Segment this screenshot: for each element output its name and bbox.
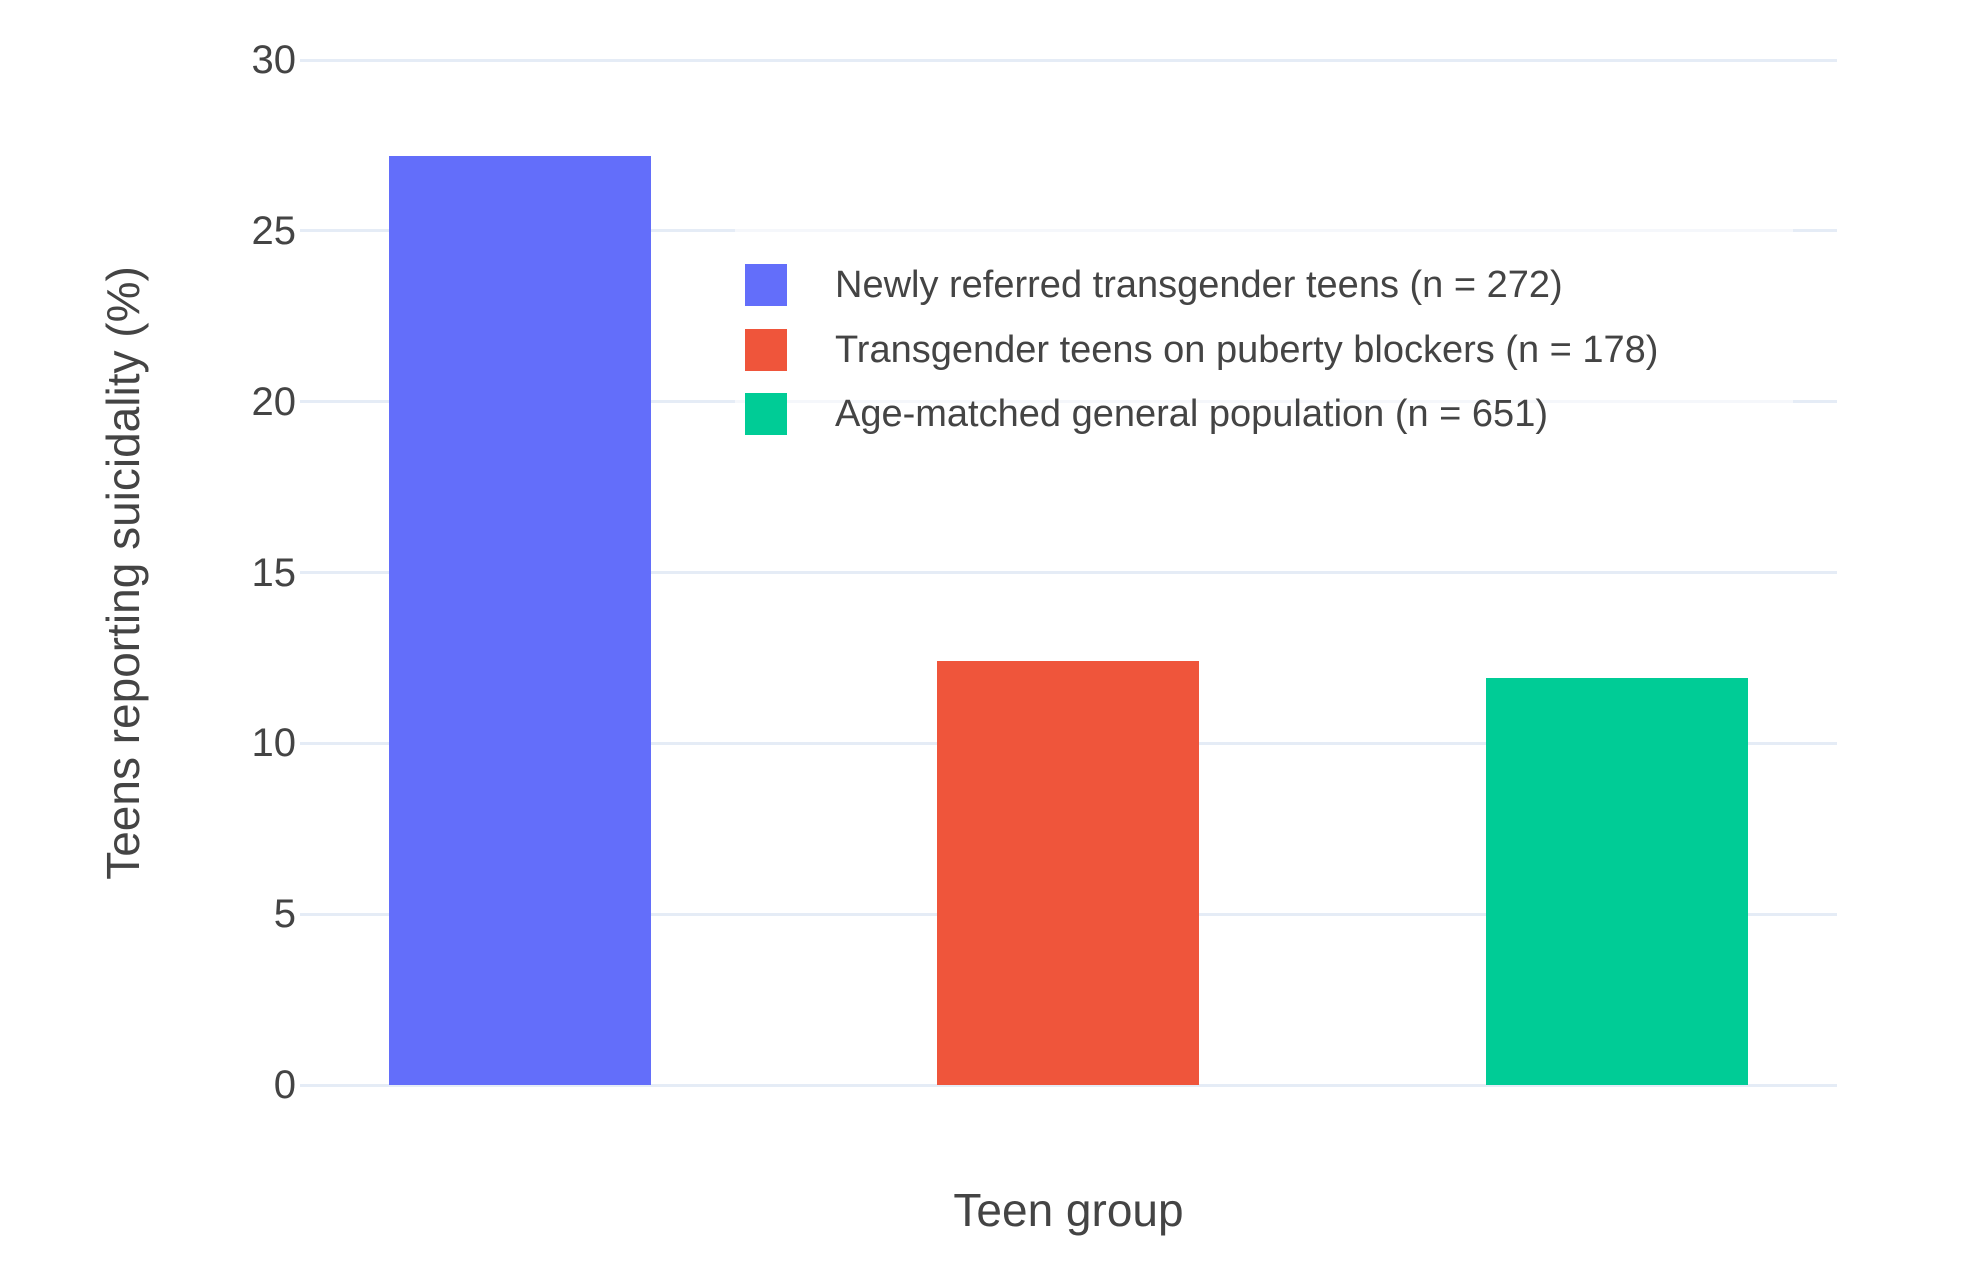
y-tick-label: 5 — [273, 892, 296, 937]
legend-label: Age-matched general population (n = 651) — [835, 393, 1548, 436]
x-axis-title: Teen group — [953, 1184, 1184, 1236]
legend-item[interactable]: Age-matched general population (n = 651) — [745, 382, 1773, 447]
y-tick-label: 10 — [251, 721, 297, 766]
y-tick-label: 15 — [251, 550, 297, 595]
legend-item[interactable]: Transgender teens on puberty blockers (n… — [745, 318, 1773, 383]
y-tick-label: 30 — [251, 38, 297, 82]
y-axis-title: Teens reporting suicidality (%) — [97, 265, 149, 880]
legend-label: Transgender teens on puberty blockers (n… — [835, 328, 1659, 371]
gridline — [300, 1083, 1837, 1087]
gridline — [300, 58, 1837, 62]
y-tick-label: 25 — [251, 208, 297, 253]
gridline — [300, 571, 1837, 574]
legend: Newly referred transgender teens (n = 27… — [735, 222, 1793, 459]
bar-0[interactable] — [388, 155, 651, 1085]
legend-swatch-icon — [745, 328, 787, 371]
bar-1[interactable] — [937, 661, 1199, 1085]
legend-swatch-icon — [745, 393, 787, 436]
bar-2[interactable] — [1485, 678, 1748, 1085]
legend-label: Newly referred transgender teens (n = 27… — [835, 264, 1563, 307]
y-tick-label: 0 — [273, 1063, 296, 1107]
legend-item[interactable]: Newly referred transgender teens (n = 27… — [745, 253, 1773, 318]
legend-swatch-icon — [745, 264, 787, 307]
y-tick-label: 20 — [251, 379, 297, 424]
